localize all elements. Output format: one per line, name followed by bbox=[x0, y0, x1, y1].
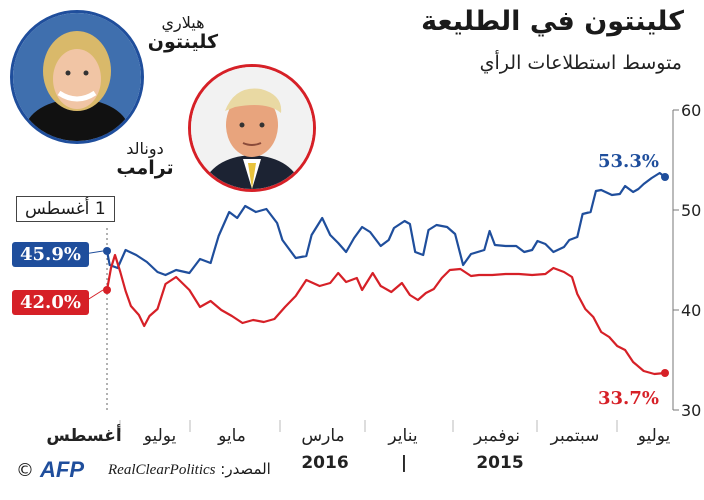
x-tick-label: سبتمبر bbox=[550, 426, 600, 446]
x-tick-label: مارس bbox=[301, 426, 344, 446]
clinton-first-name: هيلاري bbox=[161, 13, 205, 32]
chart-title: كلينتون في الطليعة bbox=[421, 6, 684, 37]
series-line-trump bbox=[105, 253, 666, 376]
x-tick-label: أغسطس bbox=[46, 424, 121, 446]
year-label: | bbox=[401, 453, 407, 473]
trump-portrait bbox=[188, 64, 316, 192]
series-line-clinton bbox=[105, 171, 666, 277]
y-tick-label: 60 bbox=[681, 101, 701, 120]
clinton-name-label: هيلاري كلينتون bbox=[147, 13, 218, 54]
copyright-symbol: © bbox=[16, 459, 34, 481]
year-label: 2016 bbox=[301, 453, 348, 473]
source-credit: المصدر: RealClearPolitics bbox=[108, 460, 271, 479]
source-label: المصدر: bbox=[220, 460, 271, 478]
trump-last-name: ترامب bbox=[116, 157, 174, 180]
afp-logo-text: AFP bbox=[40, 457, 84, 482]
series-start-marker bbox=[103, 247, 111, 255]
y-tick-label: 50 bbox=[681, 201, 701, 220]
clinton-last-name: كلينتون bbox=[147, 31, 218, 54]
trump-end-label: 33.7% bbox=[598, 388, 659, 409]
y-tick-label: 30 bbox=[681, 401, 701, 420]
chart-markers bbox=[103, 173, 669, 377]
start-date-callout: 1 أغسطس bbox=[16, 196, 115, 222]
x-tick-label: يوليو bbox=[637, 426, 671, 446]
source-name: RealClearPolitics bbox=[108, 462, 216, 478]
chart-subtitle: متوسط استطلاعات الرأي bbox=[479, 52, 682, 74]
chart-series bbox=[105, 171, 666, 376]
x-tick-label: نوفمبر bbox=[473, 426, 520, 446]
year-label: 2015 bbox=[476, 453, 523, 473]
clinton-end-label: 53.3% bbox=[598, 151, 659, 172]
clinton-portrait bbox=[10, 10, 144, 144]
afp-logo: © AFP bbox=[16, 457, 84, 483]
y-tick-label: 40 bbox=[681, 301, 701, 320]
trump-name-label: دونالد ترامب bbox=[110, 139, 180, 180]
series-end-marker bbox=[661, 173, 669, 181]
chart-labels: 30 40 50 60 يوليو سبتمبر نوفمبر يناير مارس مايو يو… bbox=[46, 101, 701, 473]
trump-connector bbox=[83, 289, 104, 303]
chart-axes bbox=[83, 109, 679, 432]
clinton-start-badge: 45.9% bbox=[12, 242, 89, 267]
trump-first-name: دونالد bbox=[126, 139, 164, 158]
x-tick-label: يوليو bbox=[143, 426, 177, 446]
x-tick-label: مايو bbox=[217, 426, 246, 446]
x-tick-label: يناير bbox=[387, 426, 417, 446]
trump-start-badge: 42.0% bbox=[12, 290, 89, 315]
series-end-marker bbox=[661, 369, 669, 377]
series-start-marker bbox=[103, 286, 111, 294]
clinton-connector bbox=[83, 250, 104, 255]
